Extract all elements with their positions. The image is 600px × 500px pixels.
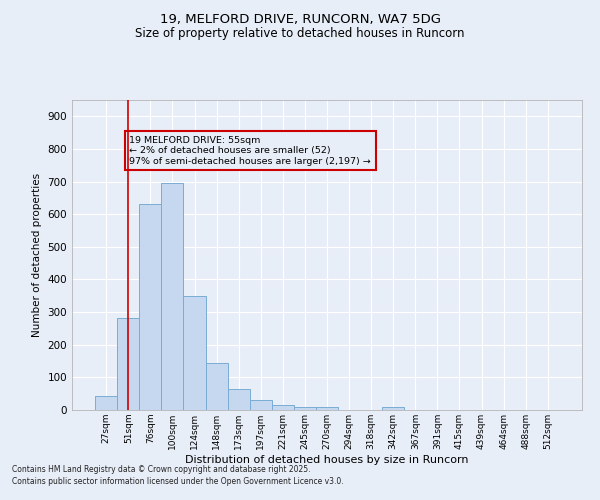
Text: Size of property relative to detached houses in Runcorn: Size of property relative to detached ho… <box>135 28 465 40</box>
Text: 19 MELFORD DRIVE: 55sqm
← 2% of detached houses are smaller (52)
97% of semi-det: 19 MELFORD DRIVE: 55sqm ← 2% of detached… <box>130 136 371 166</box>
Bar <box>250 400 272 410</box>
Bar <box>184 296 206 410</box>
Bar <box>206 362 227 410</box>
Bar <box>316 408 338 410</box>
Bar <box>382 408 404 410</box>
Y-axis label: Number of detached properties: Number of detached properties <box>32 173 42 337</box>
Bar <box>95 396 117 410</box>
Bar <box>117 318 139 410</box>
Bar <box>227 389 250 410</box>
X-axis label: Distribution of detached houses by size in Runcorn: Distribution of detached houses by size … <box>185 454 469 464</box>
Text: Contains public sector information licensed under the Open Government Licence v3: Contains public sector information licen… <box>12 477 344 486</box>
Bar <box>139 204 161 410</box>
Bar <box>272 405 294 410</box>
Bar <box>294 406 316 410</box>
Bar <box>161 182 184 410</box>
Text: Contains HM Land Registry data © Crown copyright and database right 2025.: Contains HM Land Registry data © Crown c… <box>12 466 311 474</box>
Text: 19, MELFORD DRIVE, RUNCORN, WA7 5DG: 19, MELFORD DRIVE, RUNCORN, WA7 5DG <box>160 12 440 26</box>
